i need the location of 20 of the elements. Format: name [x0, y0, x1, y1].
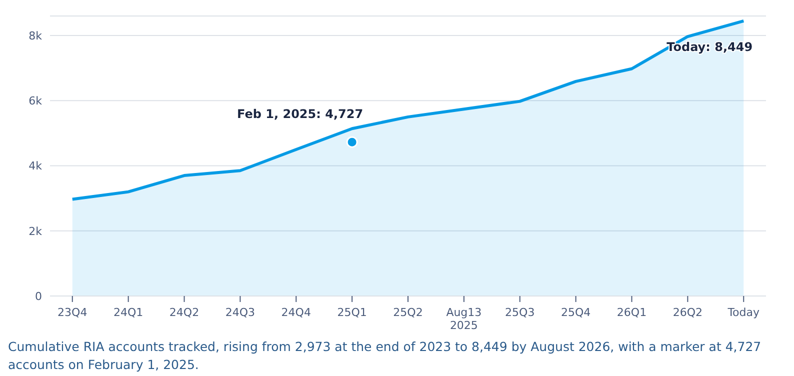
x-tick-label: 26Q1	[616, 306, 647, 319]
x-tick-label: 25Q4	[560, 306, 591, 319]
x-tick-label: 25Q3	[505, 306, 535, 319]
text: Cumulative RIA accounts tracked, rising from 2,973 at the end of 2023 to 8,449 by August 2026, with a marker at 4,727 accounts on February 1, 2025.	[8, 338, 762, 374]
y-tick-label: 6k	[28, 94, 43, 108]
y-tick-label: 2k	[28, 224, 43, 238]
y-tick-label: 8k	[28, 29, 43, 42]
x-tick-label: 24Q1	[113, 306, 144, 319]
x-tick-label: 23Q4	[58, 306, 88, 319]
x-tick-label: Aug13 2025	[446, 306, 482, 332]
annotation: Feb 1, 2025: 4,727	[237, 107, 364, 122]
x-tick-label: 25Q1	[337, 306, 367, 319]
x-tick-label: 25Q2	[393, 306, 423, 319]
x-tick-label: 24Q3	[225, 306, 256, 319]
x-tick-label: 26Q2	[672, 306, 703, 319]
x-tick-label: 24Q2	[169, 306, 200, 319]
y-tick-label: 0	[35, 290, 42, 303]
x-tick-label: Today	[726, 306, 760, 319]
x-tick-label: 24Q4	[281, 306, 311, 319]
y-tick-label: 4k	[28, 160, 43, 173]
